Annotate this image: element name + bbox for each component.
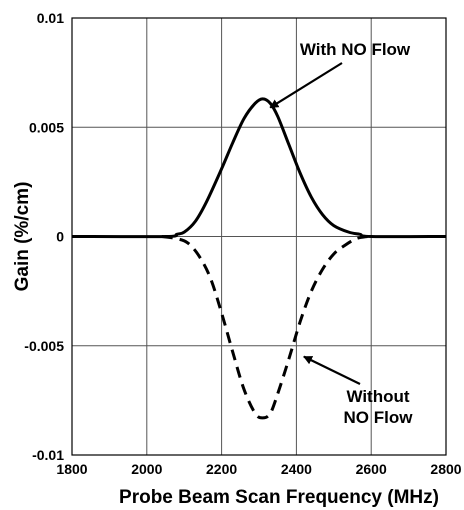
y-tick-label: 0.01 <box>37 10 64 26</box>
x-axis-title: Probe Beam Scan Frequency (MHz) <box>119 487 439 508</box>
plot-frame <box>71 17 447 456</box>
annotation-label: With NO Flow <box>300 40 411 59</box>
x-tick-label: 2800 <box>430 461 461 477</box>
x-tick-label: 2600 <box>356 461 387 477</box>
x-tick-label: 2200 <box>206 461 237 477</box>
series-layer <box>71 97 447 420</box>
annotation-label: NO Flow <box>344 408 414 427</box>
x-tick-label: 2000 <box>131 461 162 477</box>
x-tick-label: 1800 <box>56 461 87 477</box>
y-tick-label: -0.01 <box>32 447 64 463</box>
y-tick-label: 0 <box>56 229 64 245</box>
tick-labels: 1800 2000 2200 2400 2600 2800 -0.01 -0.005 0 0.00… <box>24 10 461 477</box>
annotation-label: Without <box>346 387 409 406</box>
annotation-arrow <box>303 355 361 385</box>
with-no-flow-line <box>71 97 447 239</box>
annotations: With NO Flow Without NO Flow <box>269 40 414 427</box>
without-no-flow-line <box>161 235 368 420</box>
y-axis-title: Gain (%/cm) <box>12 182 33 292</box>
y-tick-label: -0.005 <box>24 338 64 354</box>
y-tick-label: 0.005 <box>29 119 64 135</box>
x-tick-label: 2400 <box>281 461 312 477</box>
annotation-arrow <box>269 62 343 109</box>
